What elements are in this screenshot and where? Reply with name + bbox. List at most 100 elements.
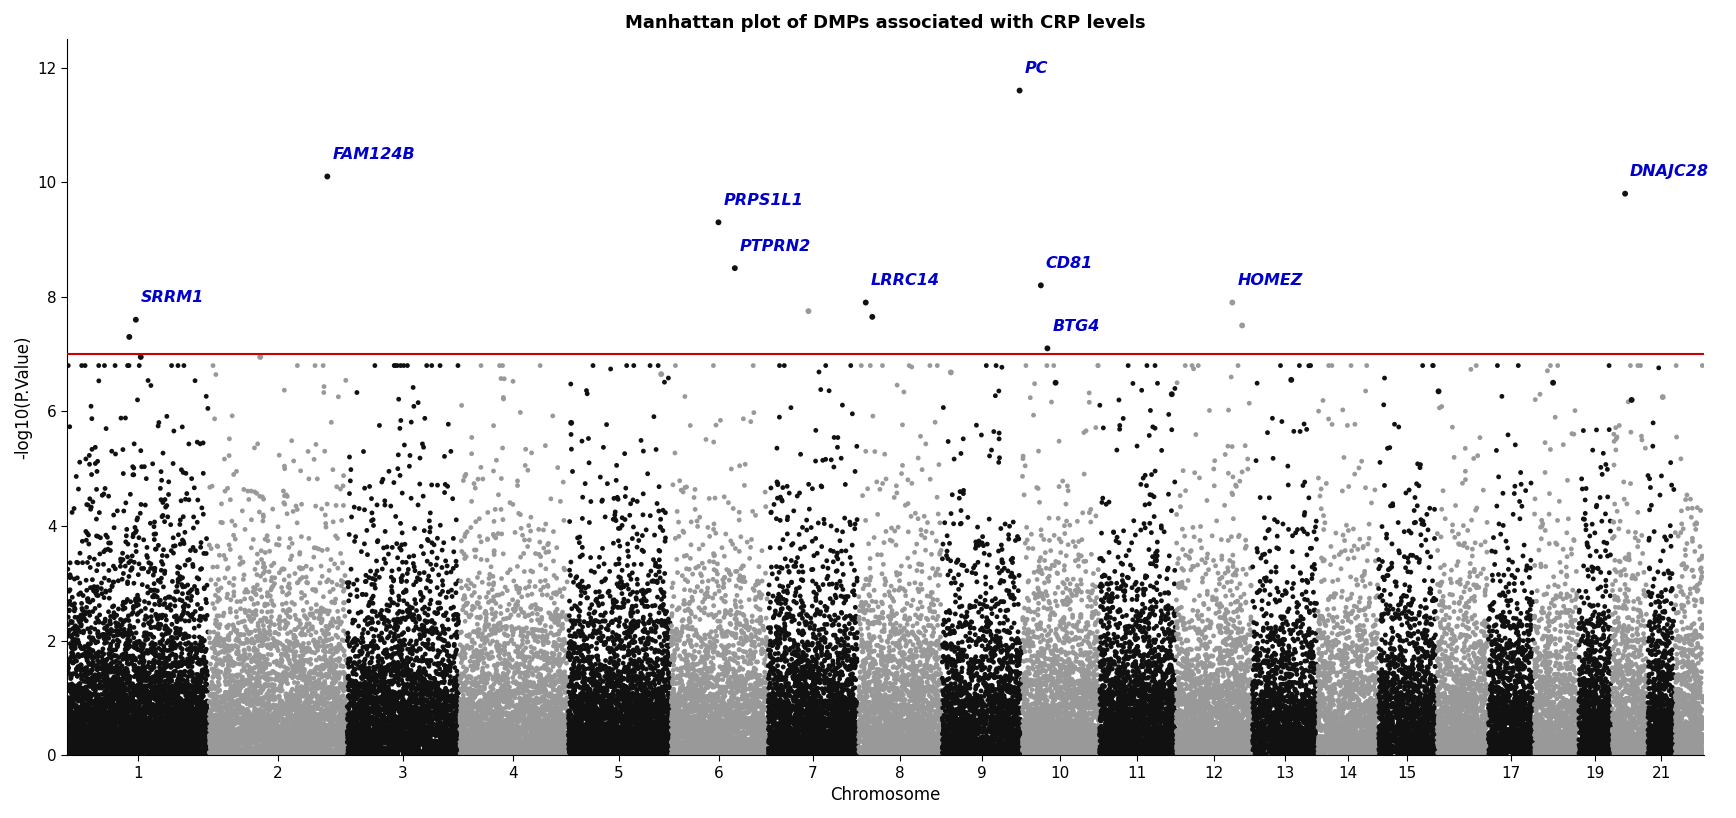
Point xyxy=(120,690,148,703)
Point xyxy=(1054,737,1082,750)
Point xyxy=(167,717,194,730)
Point xyxy=(1099,747,1127,760)
Point xyxy=(542,608,569,621)
Point xyxy=(250,741,278,754)
Point xyxy=(1340,717,1368,730)
Point xyxy=(868,720,896,733)
Point xyxy=(1167,691,1194,704)
Point xyxy=(651,725,679,738)
Point xyxy=(1043,704,1071,717)
Point xyxy=(1373,681,1401,694)
Point xyxy=(516,533,543,546)
Point xyxy=(1087,585,1115,598)
Point xyxy=(83,584,111,597)
Point xyxy=(1245,730,1272,743)
Point xyxy=(847,599,875,612)
Point xyxy=(615,733,642,746)
Point xyxy=(1226,718,1253,731)
Point xyxy=(311,730,339,744)
Point xyxy=(1561,683,1588,696)
Point xyxy=(175,703,203,716)
Point xyxy=(347,744,375,757)
Point xyxy=(198,717,226,730)
Point xyxy=(1137,715,1165,728)
Point xyxy=(983,744,1010,757)
Point xyxy=(733,675,760,688)
Point xyxy=(467,714,495,727)
Point xyxy=(901,744,929,757)
Point xyxy=(1581,731,1609,744)
Point xyxy=(1066,706,1094,719)
Point xyxy=(1679,735,1706,748)
Point xyxy=(602,745,630,758)
Point xyxy=(1120,717,1147,730)
Point xyxy=(1003,665,1031,678)
Point xyxy=(620,702,648,715)
Point xyxy=(974,731,1002,744)
Point xyxy=(1370,607,1397,620)
Point xyxy=(1564,717,1592,730)
Point xyxy=(1420,705,1448,718)
Point xyxy=(1069,739,1097,753)
Point xyxy=(1029,601,1057,614)
Point xyxy=(1115,695,1142,708)
Point xyxy=(868,681,896,694)
Point xyxy=(488,706,516,719)
Point xyxy=(392,681,420,694)
Point xyxy=(255,724,283,737)
Point xyxy=(498,734,526,747)
Point xyxy=(156,675,184,688)
Point xyxy=(802,748,830,761)
Point xyxy=(776,735,804,748)
Point xyxy=(1677,695,1705,708)
Point xyxy=(1095,716,1123,729)
Point xyxy=(1647,470,1675,483)
Point xyxy=(295,717,323,730)
Point xyxy=(1271,735,1299,748)
Point xyxy=(1444,744,1472,757)
Point xyxy=(1163,708,1191,721)
Point xyxy=(575,645,602,658)
Point xyxy=(807,708,835,721)
Point xyxy=(1203,691,1231,704)
Point xyxy=(1297,747,1325,760)
Point xyxy=(1554,695,1581,708)
Point xyxy=(583,649,611,663)
Point xyxy=(56,623,83,636)
Point xyxy=(1071,555,1099,568)
Point xyxy=(1226,730,1253,744)
Point xyxy=(229,702,257,715)
Point xyxy=(1651,738,1679,751)
Point xyxy=(1085,739,1113,752)
Point xyxy=(951,717,979,730)
Point xyxy=(542,722,569,735)
Point xyxy=(899,672,927,685)
Point xyxy=(904,611,932,624)
Point xyxy=(847,628,875,641)
Point xyxy=(849,744,877,757)
Point xyxy=(290,637,318,650)
Point xyxy=(984,711,1012,724)
Point xyxy=(1573,739,1601,753)
Point xyxy=(1465,740,1493,753)
Point xyxy=(1147,744,1175,757)
Point xyxy=(924,658,951,672)
Point xyxy=(802,748,830,761)
Point xyxy=(1002,748,1029,761)
Point xyxy=(161,594,189,607)
Point xyxy=(181,580,208,593)
Point xyxy=(299,714,326,727)
Point xyxy=(1118,746,1146,759)
Point xyxy=(990,624,1017,637)
Point xyxy=(750,713,778,726)
Point xyxy=(748,574,776,587)
Point xyxy=(1495,599,1522,612)
Point xyxy=(332,748,359,761)
Point xyxy=(191,644,219,657)
Point xyxy=(696,739,724,753)
Point xyxy=(859,694,887,707)
Point xyxy=(792,734,819,747)
Point xyxy=(151,700,179,713)
Point xyxy=(1547,632,1575,645)
Point xyxy=(587,743,615,756)
